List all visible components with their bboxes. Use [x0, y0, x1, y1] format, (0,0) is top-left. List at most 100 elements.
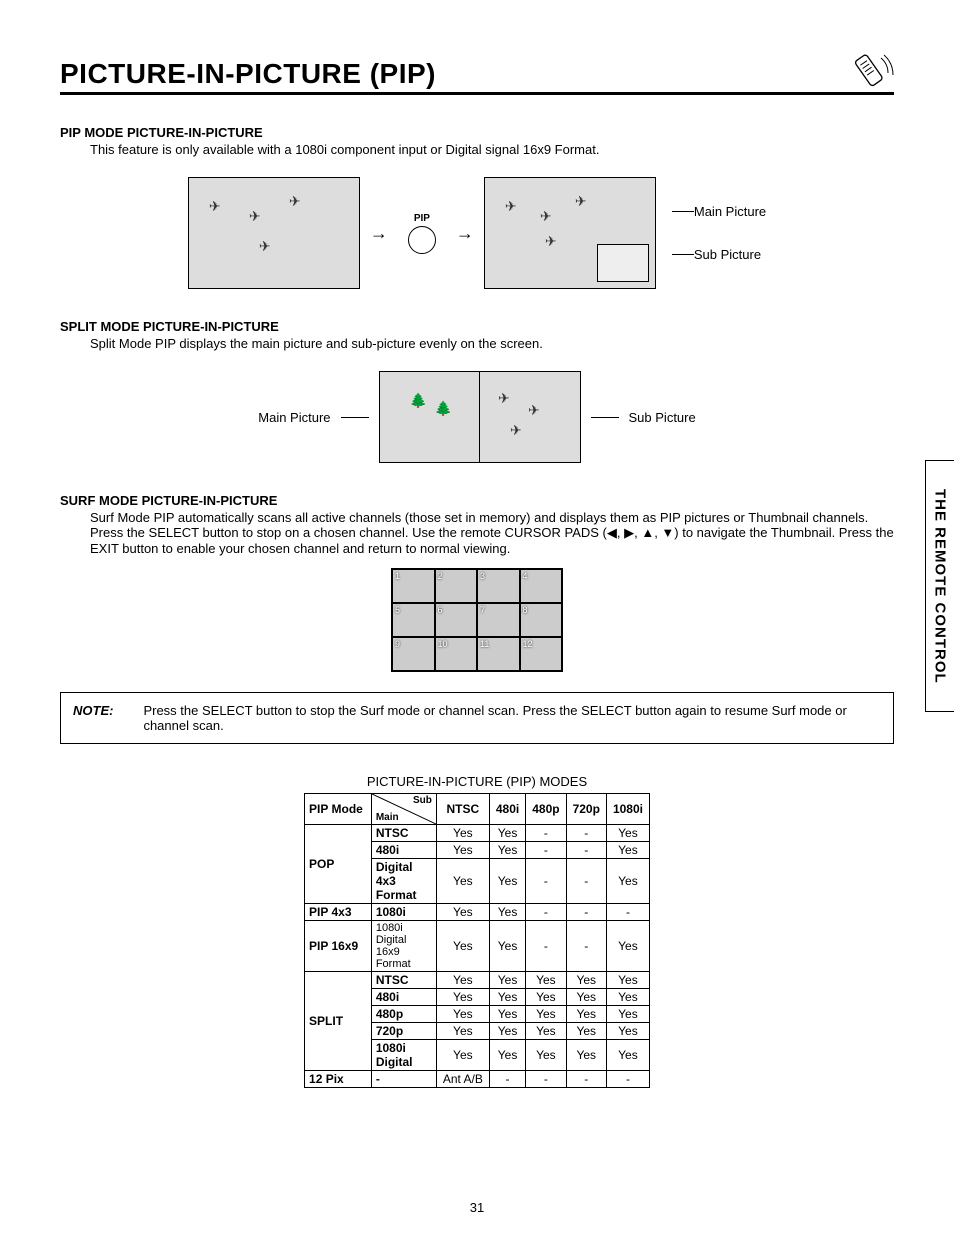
arrow-right-icon: → — [370, 223, 388, 244]
main-cell: 720p — [371, 1023, 436, 1040]
data-cell: - — [606, 904, 649, 921]
table-row: PIP 4x31080iYesYes--- — [305, 904, 650, 921]
thumbnail-grid: 123456789101112 — [391, 568, 563, 672]
data-cell: Yes — [436, 921, 489, 972]
data-cell: Yes — [526, 989, 566, 1006]
main-cell: 480i — [371, 842, 436, 859]
main-cell: 1080iDigital — [371, 1040, 436, 1071]
data-cell: - — [566, 1071, 606, 1088]
side-tab: THE REMOTE CONTROL — [925, 460, 954, 712]
thumbnail-cell: 7 — [477, 603, 520, 637]
table-title: PICTURE-IN-PICTURE (PIP) MODES — [60, 774, 894, 789]
thumbnail-cell: 10 — [435, 637, 478, 671]
data-cell: Yes — [436, 904, 489, 921]
data-cell: Yes — [566, 1006, 606, 1023]
data-cell: Yes — [489, 1006, 525, 1023]
pip-mode-body: This feature is only available with a 10… — [90, 142, 894, 157]
data-cell: Yes — [436, 825, 489, 842]
side-tab-label: THE REMOTE CONTROL — [932, 489, 949, 684]
data-cell: Yes — [606, 1023, 649, 1040]
data-cell: Ant A/B — [436, 1071, 489, 1088]
page-number: 31 — [0, 1200, 954, 1215]
table-row: POPNTSCYesYes--Yes — [305, 825, 650, 842]
thumbnail-cell: 9 — [392, 637, 435, 671]
data-cell: - — [566, 842, 606, 859]
data-cell: Yes — [566, 972, 606, 989]
sub-picture-label: Sub Picture — [629, 410, 696, 425]
data-cell: Yes — [436, 842, 489, 859]
thumbnail-cell: 11 — [477, 637, 520, 671]
data-cell: Yes — [566, 989, 606, 1006]
data-cell: - — [566, 859, 606, 904]
data-cell: Yes — [606, 825, 649, 842]
pip-button: PIP — [408, 213, 436, 254]
title-underline — [60, 92, 894, 95]
data-cell: - — [566, 921, 606, 972]
diag-header: SubMain — [371, 794, 436, 825]
table-row: SPLITNTSCYesYesYesYesYes — [305, 972, 650, 989]
tv-before: ✈ ✈ ✈ ✈ — [188, 177, 360, 289]
data-cell: Yes — [436, 859, 489, 904]
col-header: 480p — [526, 794, 566, 825]
data-cell: Yes — [526, 1006, 566, 1023]
main-cell: NTSC — [371, 972, 436, 989]
col-header: 480i — [489, 794, 525, 825]
thumbnail-cell: 3 — [477, 569, 520, 603]
surf-mode-body: Surf Mode PIP automatically scans all ac… — [90, 510, 894, 556]
main-cell: Digital4x3 Format — [371, 859, 436, 904]
split-mode-figure: Main Picture 🌲 🌲 ✈ ✈ ✈ Sub Picture — [60, 371, 894, 463]
remote-icon — [848, 50, 894, 90]
tv-split: 🌲 🌲 ✈ ✈ ✈ — [379, 371, 581, 463]
data-cell: Yes — [489, 1023, 525, 1040]
pip-mode-heading: PIP MODE PICTURE-IN-PICTURE — [60, 125, 894, 140]
data-cell: Yes — [489, 904, 525, 921]
data-cell: Yes — [489, 825, 525, 842]
data-cell: Yes — [436, 989, 489, 1006]
surf-mode-heading: SURF MODE PICTURE-IN-PICTURE — [60, 493, 894, 508]
thumbnail-cell: 6 — [435, 603, 478, 637]
thumbnail-cell: 12 — [520, 637, 563, 671]
mode-cell: PIP 4x3 — [305, 904, 372, 921]
data-cell: Yes — [606, 989, 649, 1006]
data-cell: Yes — [436, 972, 489, 989]
data-cell: Yes — [489, 859, 525, 904]
sub-picture-label: Sub Picture — [694, 247, 761, 262]
split-mode-heading: SPLIT MODE PICTURE-IN-PICTURE — [60, 319, 894, 334]
data-cell: - — [526, 825, 566, 842]
data-cell: Yes — [606, 842, 649, 859]
data-cell: Yes — [489, 921, 525, 972]
data-cell: Yes — [606, 1006, 649, 1023]
main-cell: 480p — [371, 1006, 436, 1023]
col-header: NTSC — [436, 794, 489, 825]
data-cell: Yes — [489, 1040, 525, 1071]
data-cell: Yes — [566, 1023, 606, 1040]
mode-cell: 12 Pix — [305, 1071, 372, 1088]
data-cell: - — [566, 904, 606, 921]
col-header: 1080i — [606, 794, 649, 825]
data-cell: Yes — [436, 1006, 489, 1023]
main-cell: NTSC — [371, 825, 436, 842]
main-picture-label: Main Picture — [694, 204, 766, 219]
data-cell: - — [489, 1071, 525, 1088]
data-cell: - — [526, 1071, 566, 1088]
main-cell: 1080i Digital16x9 Format — [371, 921, 436, 972]
data-cell: - — [566, 825, 606, 842]
data-cell: - — [606, 1071, 649, 1088]
main-cell: 1080i — [371, 904, 436, 921]
data-cell: Yes — [436, 1040, 489, 1071]
main-cell: - — [371, 1071, 436, 1088]
table-row: 12 Pix-Ant A/B---- — [305, 1071, 650, 1088]
data-cell: Yes — [489, 989, 525, 1006]
thumbnail-cell: 1 — [392, 569, 435, 603]
thumbnail-cell: 5 — [392, 603, 435, 637]
data-cell: Yes — [606, 921, 649, 972]
surf-mode-figure: 123456789101112 — [60, 568, 894, 672]
pip-mode-figure: ✈ ✈ ✈ ✈ → PIP → ✈ ✈ ✈ ✈ Main Picture — [60, 177, 894, 289]
data-cell: Yes — [526, 1040, 566, 1071]
tv-after: ✈ ✈ ✈ ✈ — [484, 177, 656, 289]
data-cell: - — [526, 904, 566, 921]
data-cell: Yes — [566, 1040, 606, 1071]
main-cell: 480i — [371, 989, 436, 1006]
data-cell: Yes — [606, 972, 649, 989]
note-box: NOTE: Press the SELECT button to stop th… — [60, 692, 894, 744]
